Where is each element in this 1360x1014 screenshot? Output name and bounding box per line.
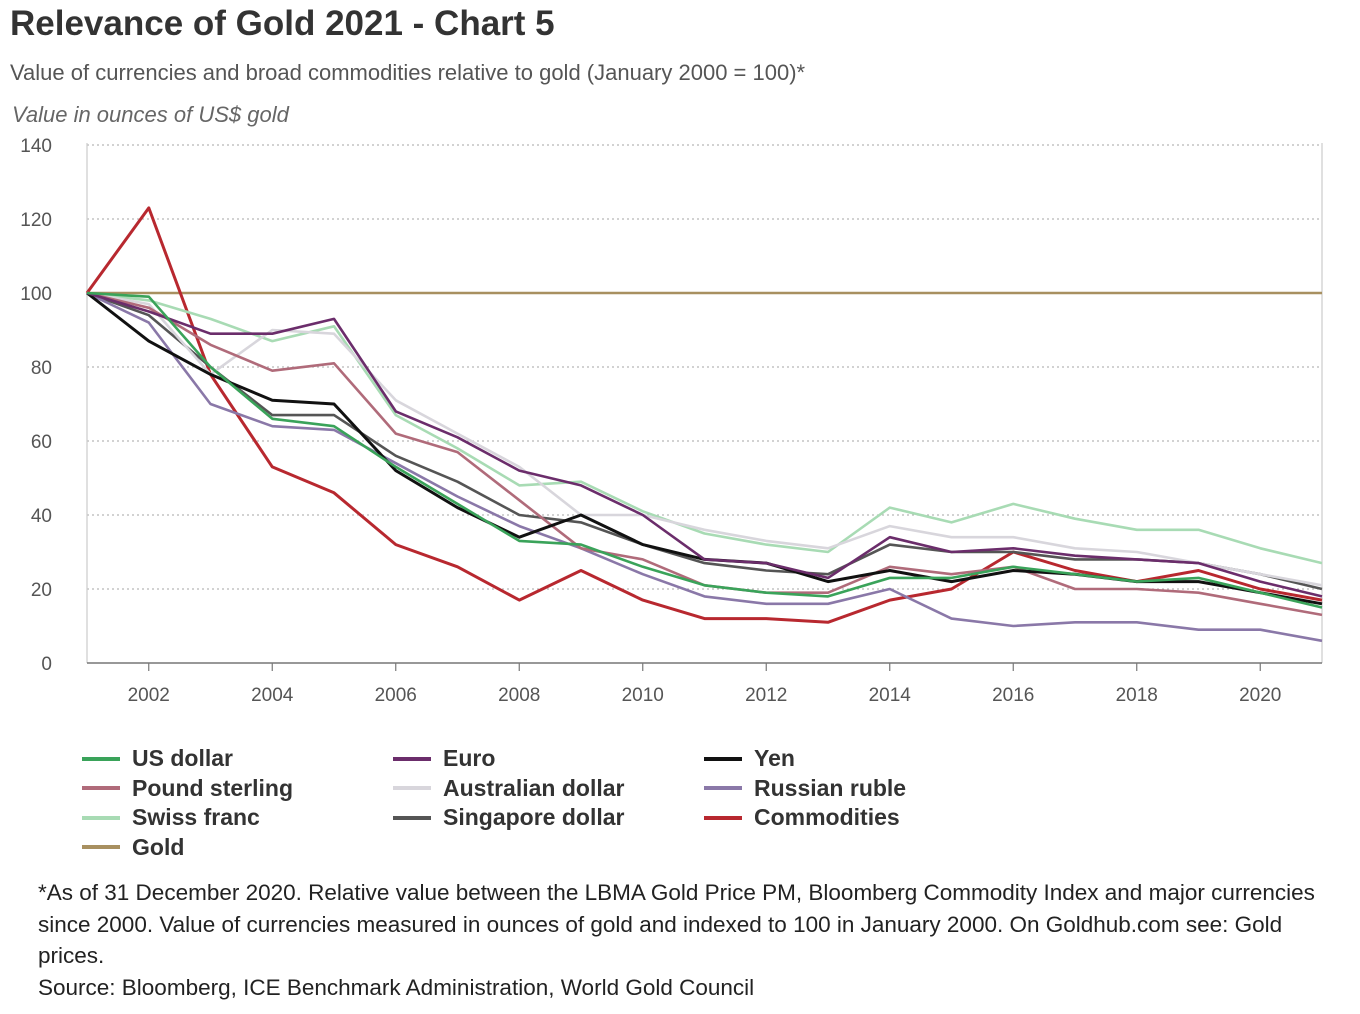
legend-item-euro: Euro xyxy=(393,744,704,774)
y-tick-label: 120 xyxy=(20,210,52,231)
legend-swatch xyxy=(393,786,431,791)
legend-item-commodities: Commodities xyxy=(704,803,1004,833)
x-tick-label: 2004 xyxy=(251,685,294,706)
legend-swatch xyxy=(393,815,431,820)
x-tick-label: 2016 xyxy=(992,685,1034,706)
legend-label: Yen xyxy=(754,745,795,772)
series-line-australian-dollar xyxy=(86,291,1323,587)
legend-item-swiss-franc: Swiss franc xyxy=(82,803,393,833)
legend-item-australian-dollar: Australian dollar xyxy=(393,774,704,804)
x-tick-label: 2014 xyxy=(869,685,912,706)
x-tick-label: 2020 xyxy=(1239,685,1281,706)
legend-item-singapore-dollar: Singapore dollar xyxy=(393,803,704,833)
legend-label: Pound sterling xyxy=(132,774,293,801)
legend-label: Russian ruble xyxy=(754,774,907,801)
legend-label: Australian dollar xyxy=(443,774,625,801)
legend-swatch xyxy=(82,756,120,761)
legend-item-us-dollar: US dollar xyxy=(82,744,393,774)
x-tick-label: 2012 xyxy=(745,685,787,706)
axis-layer: 0 20 40 60 80 100 120 140 2002 2004 2006 2008 2010 20… xyxy=(20,136,1323,706)
legend-swatch xyxy=(704,756,742,761)
legend-label: US dollar xyxy=(132,745,233,772)
legend-label: Swiss franc xyxy=(132,804,260,831)
x-tick-label: 2008 xyxy=(498,685,540,706)
legend-swatch xyxy=(704,815,742,820)
x-tick-label: 2002 xyxy=(128,685,170,706)
y-tick-label: 140 xyxy=(20,136,52,157)
chart-subtitle: Value of currencies and broad commoditie… xyxy=(10,60,806,85)
series-line-euro xyxy=(86,291,1323,598)
y-axis-label: Value in ounces of US$ gold xyxy=(12,102,289,127)
y-tick-label: 20 xyxy=(31,580,52,601)
legend-swatch xyxy=(82,845,120,850)
series-layer xyxy=(85,206,1323,643)
grid-layer xyxy=(87,144,1322,590)
series-line-swiss-franc xyxy=(86,291,1323,565)
legend-swatch xyxy=(82,815,120,820)
legend-item-pound-sterling: Pound sterling xyxy=(82,774,393,804)
series-line-yen xyxy=(86,291,1323,606)
legend-item-russian-ruble: Russian ruble xyxy=(704,774,1004,804)
source-text: Source: Bloomberg, ICE Benchmark Adminis… xyxy=(38,974,755,1000)
y-tick-label: 60 xyxy=(31,432,52,453)
line-chart: 0 20 40 60 80 100 120 140 2002 2004 2006 2008 2010 20… xyxy=(20,136,1323,706)
footnote-text: *As of 31 December 2020. Relative value … xyxy=(38,880,1315,968)
legend-swatch xyxy=(393,756,431,761)
y-tick-label: 100 xyxy=(20,284,52,305)
legend-item-yen: Yen xyxy=(704,744,1004,774)
legend-swatch xyxy=(704,786,742,791)
legend-item-gold: Gold xyxy=(82,833,393,863)
x-tick-label: 2010 xyxy=(622,685,664,706)
legend-swatch xyxy=(82,786,120,791)
legend-label: Gold xyxy=(132,833,185,860)
legend-label: Commodities xyxy=(754,804,900,831)
footnote-block: *As of 31 December 2020. Relative value … xyxy=(38,877,1328,1003)
legend-label: Euro xyxy=(443,745,496,772)
y-tick-label: 80 xyxy=(31,358,52,379)
series-line-russian-ruble xyxy=(86,291,1323,643)
series-line-us-dollar xyxy=(86,291,1323,609)
x-tick-label: 2018 xyxy=(1116,685,1158,706)
y-tick-label: 0 xyxy=(41,654,52,675)
legend-label: Singapore dollar xyxy=(443,804,625,831)
chart-legend: US dollar Euro Yen Pound sterling Australian… xyxy=(82,744,1012,862)
y-tick-label: 40 xyxy=(31,506,52,527)
chart-title: Relevance of Gold 2021 - Chart 5 xyxy=(10,4,555,43)
x-tick-label: 2006 xyxy=(375,685,417,706)
